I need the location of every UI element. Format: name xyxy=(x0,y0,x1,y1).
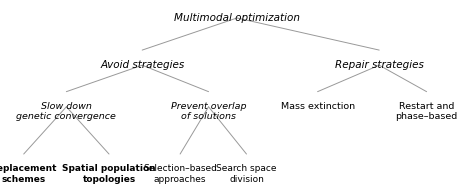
Text: Restart and
phase–based: Restart and phase–based xyxy=(395,102,458,122)
Text: Replacement
schemes: Replacement schemes xyxy=(0,164,57,184)
Text: Repair strategies: Repair strategies xyxy=(335,60,424,70)
Text: Multimodal optimization: Multimodal optimization xyxy=(174,13,300,23)
Text: Selection–based
approaches: Selection–based approaches xyxy=(143,164,217,184)
Text: Prevent overlap
of solutions: Prevent overlap of solutions xyxy=(171,102,246,122)
Text: Slow down
genetic convergence: Slow down genetic convergence xyxy=(17,102,116,122)
Text: Spatial population
topologies: Spatial population topologies xyxy=(62,164,156,184)
Text: Mass extinction: Mass extinction xyxy=(281,102,355,111)
Text: Search space
division: Search space division xyxy=(216,164,277,184)
Text: Avoid strategies: Avoid strategies xyxy=(100,60,184,70)
